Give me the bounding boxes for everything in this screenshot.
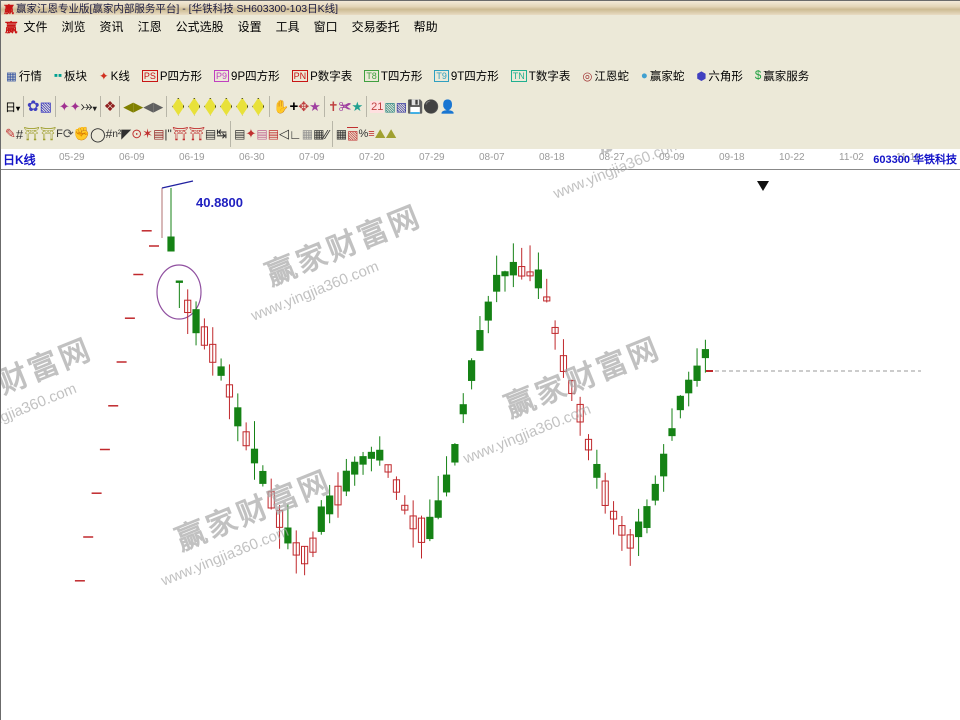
svg-text:40.8800: 40.8800 (196, 195, 243, 210)
